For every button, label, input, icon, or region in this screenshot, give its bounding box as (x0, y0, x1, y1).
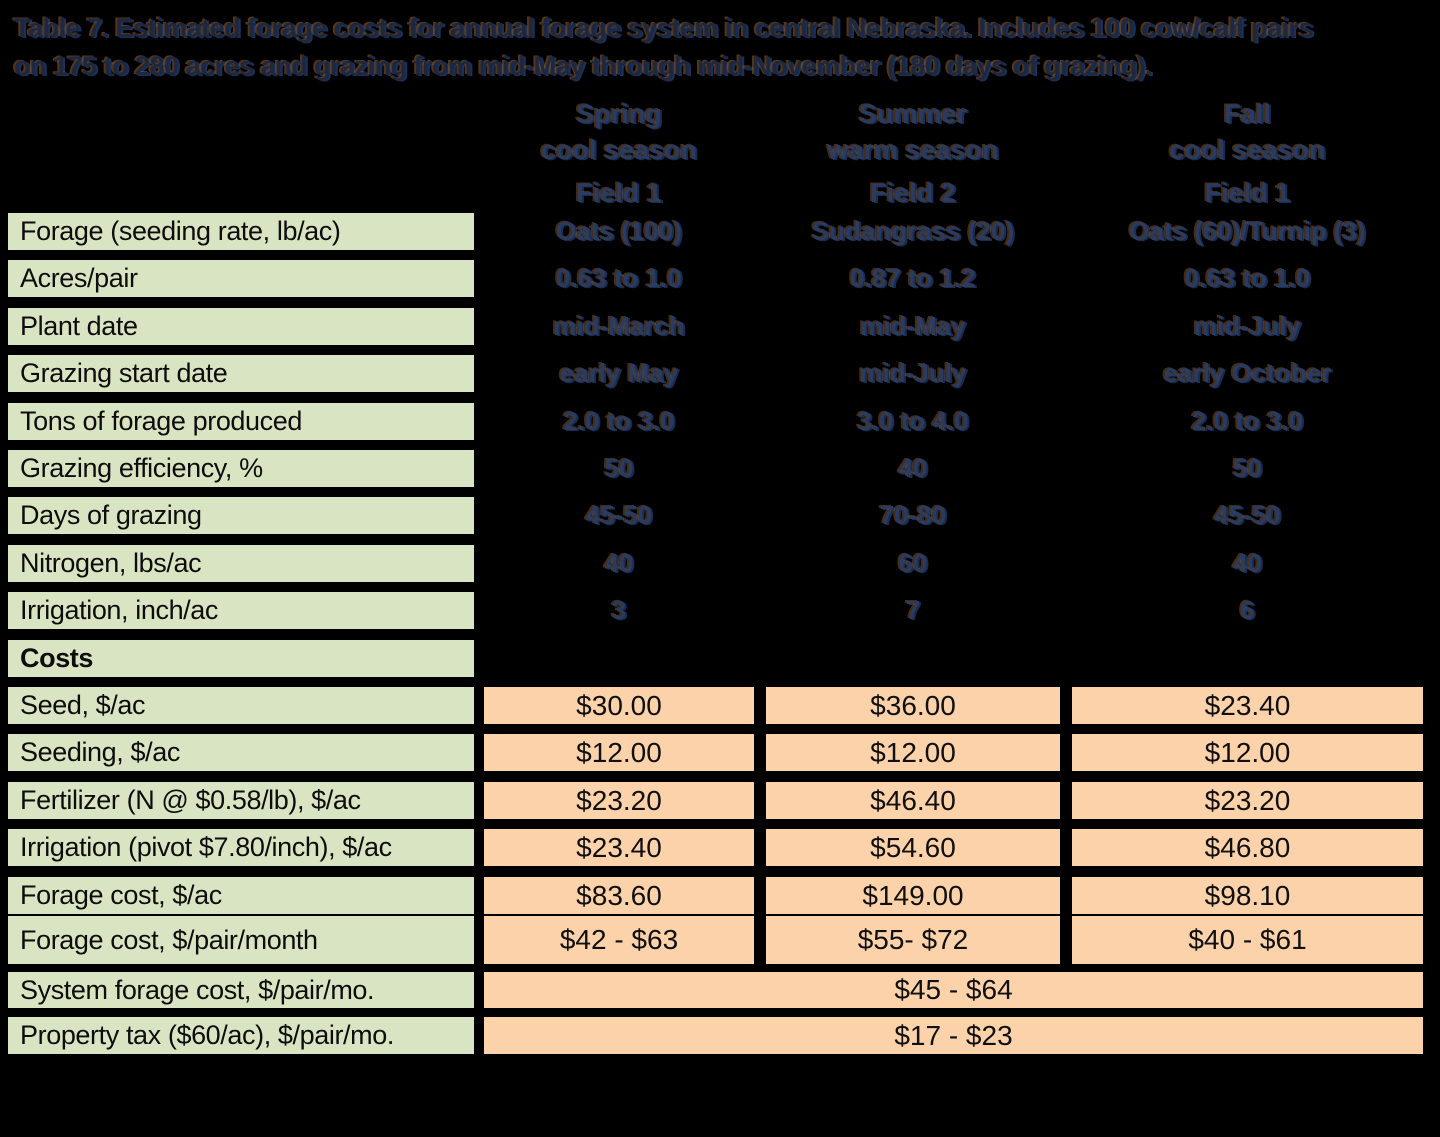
cell-value: mid-May (860, 311, 966, 341)
column-field: Field 2 (870, 178, 956, 208)
column-type: cool season (1169, 135, 1326, 165)
cell-value: $23.20 (1072, 782, 1423, 819)
table-row-system-forage-cost: System forage cost, $/pair/mo. $45 - $64 (0, 972, 1440, 1008)
cell-value: 0.63 to 1.0 (1184, 263, 1311, 293)
cell-value: $46.40 (766, 782, 1060, 819)
cell-value: Oats (60)/Turnip (3) (1129, 216, 1366, 246)
table-row-grazing-start: Grazing start date early May mid-July ea… (0, 355, 1440, 392)
table-title-line-1: Table 7. Estimated forage costs for annu… (14, 13, 1314, 43)
cell-value: $40 - $61 (1072, 916, 1423, 964)
row-label: Days of grazing (8, 497, 474, 534)
table-row-forage-cost-ac: Forage cost, $/ac $83.60 $149.00 $98.10 (0, 877, 1440, 914)
column-header-spring: Spring cool season Field 1 (484, 96, 754, 210)
column-season: Summer (858, 99, 968, 129)
cell-value: $12.00 (766, 734, 1060, 771)
column-season: Spring (576, 99, 662, 129)
row-label: Property tax ($60/ac), $/pair/mo. (8, 1017, 474, 1054)
cell-value: $46.80 (1072, 829, 1423, 866)
table-row-seeding-cost: Seeding, $/ac $12.00 $12.00 $12.00 (0, 734, 1440, 771)
cell-value: early October (1163, 358, 1332, 388)
row-label: Plant date (8, 308, 474, 345)
table-row-plant-date: Plant date mid-March mid-May mid-July (0, 308, 1440, 345)
column-field: Field 1 (576, 178, 662, 208)
cell-value: 70-80 (879, 500, 947, 530)
cell-value: early May (559, 358, 679, 388)
section-header-label: Costs (8, 640, 474, 677)
cell-value: 40 (1233, 548, 1262, 578)
column-type: warm season (827, 135, 999, 165)
row-label: Acres/pair (8, 260, 474, 297)
cell-value: 7 (905, 595, 921, 625)
row-label: Forage cost, $/ac (8, 877, 474, 914)
cell-value: Sudangrass (20) (811, 216, 1015, 246)
row-label: Fertilizer (N @ $0.58/lb), $/ac (8, 782, 474, 819)
cell-value: 40 (898, 453, 928, 483)
cell-value: 0.87 to 1.2 (850, 263, 976, 293)
cell-value: 45-50 (585, 500, 653, 530)
cell-value: $54.60 (766, 829, 1060, 866)
cell-value: $98.10 (1072, 877, 1423, 914)
row-label: Seed, $/ac (8, 687, 474, 724)
cell-value: 2.0 to 3.0 (1191, 406, 1304, 436)
cell-value: $42 - $63 (484, 916, 754, 964)
table-row-grazing-efficiency: Grazing efficiency, % 50 40 50 (0, 450, 1440, 487)
column-field: Field 1 (1204, 178, 1291, 208)
row-label: Grazing efficiency, % (8, 450, 474, 487)
table-row-nitrogen: Nitrogen, lbs/ac 40 60 40 (0, 545, 1440, 582)
table-title-line-2: on 175 to 280 acres and grazing from mid… (14, 51, 1153, 81)
cell-value: Oats (100) (556, 216, 682, 246)
cell-value: 6 (1240, 595, 1255, 625)
cell-value: $12.00 (484, 734, 754, 771)
cell-value: 0.63 to 1.0 (556, 263, 682, 293)
cell-value: $23.40 (484, 829, 754, 866)
column-type: cool season (540, 135, 698, 165)
table-row-irrigation-inches: Irrigation, inch/ac 3 7 6 (0, 592, 1440, 629)
row-label: Grazing start date (8, 355, 474, 392)
table-row-days-grazing: Days of grazing 45-50 70-80 45-50 (0, 497, 1440, 534)
cell-value-span: $45 - $64 (484, 972, 1423, 1008)
cell-value: 3.0 to 4.0 (857, 406, 969, 436)
cell-value: 50 (604, 453, 634, 483)
table-row-forage: Forage (seeding rate, lb/ac) Oats (100) … (0, 213, 1440, 250)
cell-value: mid-July (1194, 311, 1301, 341)
cell-value: $55- $72 (766, 916, 1060, 964)
row-label: Seeding, $/ac (8, 734, 474, 771)
cell-value: 60 (898, 548, 928, 578)
row-label: System forage cost, $/pair/mo. (8, 972, 474, 1008)
column-header-fall: Fall cool season Field 1 (1072, 96, 1423, 210)
cell-value: $23.40 (1072, 687, 1423, 724)
cell-value: 3 (611, 595, 627, 625)
row-label: Irrigation (pivot $7.80/inch), $/ac (8, 829, 474, 866)
table-row-costs-header: Costs (0, 640, 1440, 677)
table-row-property-tax: Property tax ($60/ac), $/pair/mo. $17 - … (0, 1017, 1440, 1054)
cell-value: 40 (604, 548, 634, 578)
cell-value: $12.00 (1072, 734, 1423, 771)
cell-value: 2.0 to 3.0 (563, 406, 675, 436)
row-label: Nitrogen, lbs/ac (8, 545, 474, 582)
cell-value: $149.00 (766, 877, 1060, 914)
cell-value: $23.20 (484, 782, 754, 819)
row-label: Tons of forage produced (8, 403, 474, 440)
table-row-tons-produced: Tons of forage produced 2.0 to 3.0 3.0 t… (0, 403, 1440, 440)
table-row-forage-cost-pair-month: Forage cost, $/pair/month $42 - $63 $55-… (0, 916, 1440, 964)
table-row-acres-pair: Acres/pair 0.63 to 1.0 0.87 to 1.2 0.63 … (0, 260, 1440, 297)
column-header-summer: Summer warm season Field 2 (766, 96, 1060, 210)
cell-value-span: $17 - $23 (484, 1017, 1423, 1054)
cell-value: mid-March (553, 311, 685, 341)
cell-value: $36.00 (766, 687, 1060, 724)
row-label: Irrigation, inch/ac (8, 592, 474, 629)
table-row-irrigation-cost: Irrigation (pivot $7.80/inch), $/ac $23.… (0, 829, 1440, 866)
table-row-seed-cost: Seed, $/ac $30.00 $36.00 $23.40 (0, 687, 1440, 724)
cell-value: 45-50 (1214, 500, 1281, 530)
cell-value: mid-July (859, 358, 967, 388)
column-season: Fall (1224, 99, 1271, 129)
cell-value: $30.00 (484, 687, 754, 724)
row-label: Forage (seeding rate, lb/ac) (8, 213, 474, 250)
cell-value: 50 (1233, 453, 1262, 483)
row-label: Forage cost, $/pair/month (8, 916, 474, 964)
table-row-fertilizer-cost: Fertilizer (N @ $0.58/lb), $/ac $23.20 $… (0, 782, 1440, 819)
cell-value: $83.60 (484, 877, 754, 914)
